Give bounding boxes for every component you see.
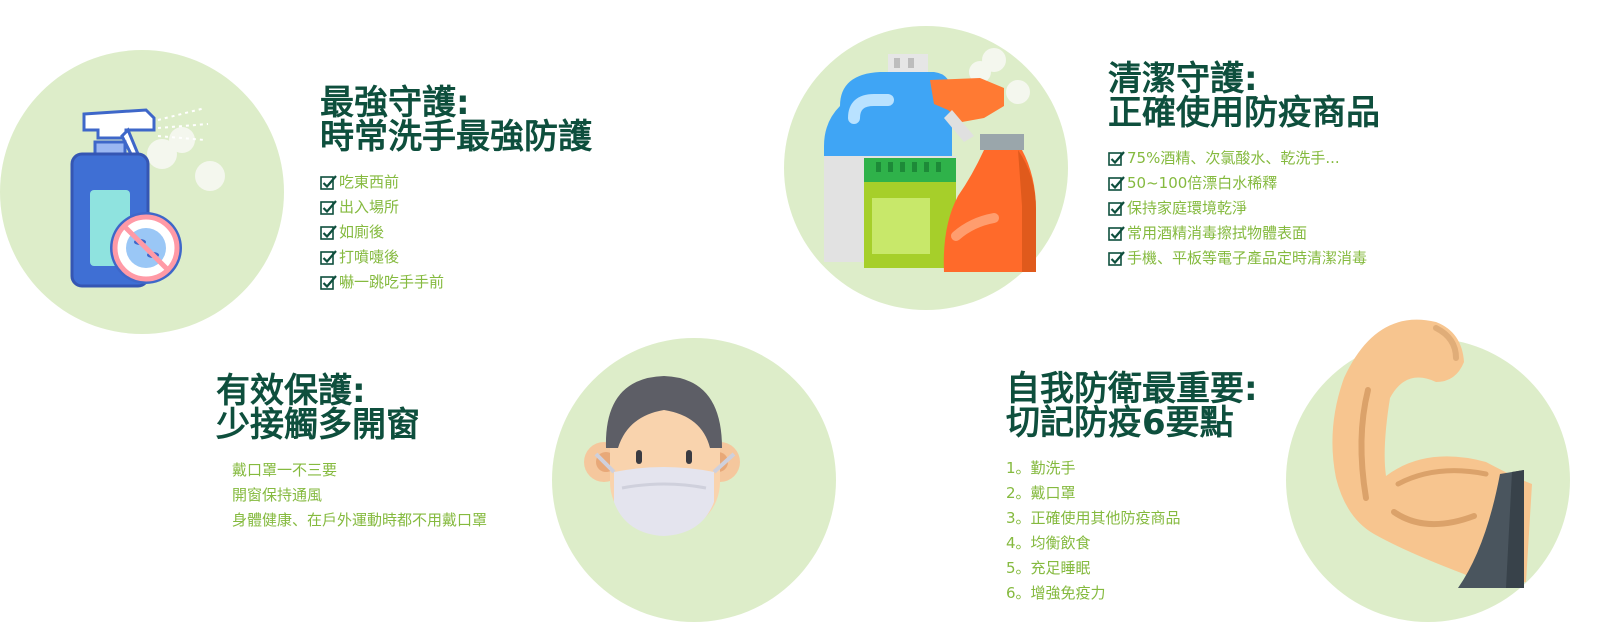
flexed-arm-icon (1332, 319, 1532, 588)
list-item: 4。均衡飲食 (1006, 534, 1091, 552)
list-item: 身體健康、在戶外運動時都不用戴口罩 (232, 511, 488, 529)
list-item-label: 常用酒精消毒擦拭物體表面 (1127, 224, 1308, 242)
checkbox-check-icon (1108, 175, 1125, 192)
cleaning-title-line1: 清潔守護: (1108, 59, 1258, 99)
list-item: 75%酒精、次氯酸水、乾洗手... (1108, 146, 1380, 171)
list-item-label: 嚇一跳吃手手前 (339, 273, 445, 291)
cleaning-title: 清潔守護: 正確使用防疫商品 (1108, 62, 1380, 130)
list-item-label: 保持家庭環境乾淨 (1127, 199, 1248, 217)
checkbox-check-icon (320, 174, 337, 191)
cleaning-products-circle (784, 26, 1068, 310)
list-item-label: 如廁後 (339, 223, 385, 241)
spray-bottle-icon (70, 107, 225, 288)
checkbox-check-icon (1108, 150, 1125, 167)
cleaning-title-line2: 正確使用防疫商品 (1108, 93, 1380, 133)
list-item-label: 吃東西前 (339, 173, 400, 191)
mask-title: 有效保護: 少接觸多開窗 (216, 374, 487, 442)
list-item-label: 75%酒精、次氯酸水、乾洗手... (1127, 149, 1340, 167)
handwash-section: 最強守護: 時常洗手最強防護 吃東西前 出入場所 如廁後 打噴嚏後 嚇一跳吃手手… (320, 86, 592, 295)
face-mask-circle (552, 338, 836, 622)
spray-bottle-circle (0, 50, 284, 334)
handwash-title-line2: 時常洗手最強防護 (320, 117, 592, 157)
face-mask-icon (584, 376, 740, 536)
list-item: 如廁後 (320, 220, 592, 245)
list-item: 3。正確使用其他防疫商品 (1006, 509, 1181, 527)
cleaning-section: 清潔守護: 正確使用防疫商品 75%酒精、次氯酸水、乾洗手... 50~100倍… (1108, 62, 1380, 271)
handwash-list: 吃東西前 出入場所 如廁後 打噴嚏後 嚇一跳吃手手前 (320, 170, 592, 295)
list-item: 保持家庭環境乾淨 (1108, 196, 1380, 221)
handwash-title-line1: 最強守護: (320, 83, 470, 123)
checkbox-check-icon (1108, 225, 1125, 242)
selfdefense-title-line2: 切記防疫6要點 (1006, 403, 1234, 443)
cleaning-list: 75%酒精、次氯酸水、乾洗手... 50~100倍漂白水稀釋 保持家庭環境乾淨 … (1108, 146, 1380, 271)
checkbox-check-icon (1108, 200, 1125, 217)
checkbox-check-icon (320, 199, 337, 216)
list-item: 常用酒精消毒擦拭物體表面 (1108, 221, 1380, 246)
handwash-title: 最強守護: 時常洗手最強防護 (320, 86, 592, 154)
checkbox-check-icon (320, 249, 337, 266)
list-item-label: 50~100倍漂白水稀釋 (1127, 174, 1278, 192)
list-item: 50~100倍漂白水稀釋 (1108, 171, 1380, 196)
list-item: 5。充足睡眠 (1006, 559, 1091, 577)
list-item: 嚇一跳吃手手前 (320, 270, 592, 295)
list-item-label: 出入場所 (339, 198, 400, 216)
selfdefense-section: 自我防衛最重要: 切記防疫6要點 1。勤洗手 2。戴口罩 3。正確使用其他防疫商… (1006, 372, 1258, 606)
selfdefense-title: 自我防衛最重要: 切記防疫6要點 (1006, 372, 1258, 440)
mask-title-line1: 有效保護: (216, 371, 366, 411)
list-item-label: 手機、平板等電子產品定時清潔消毒 (1127, 249, 1368, 267)
selfdefense-title-line1: 自我防衛最重要: (1006, 369, 1258, 409)
list-item: 開窗保持通風 (232, 486, 323, 504)
list-item: 1。勤洗手 (1006, 459, 1076, 477)
list-item-label: 打噴嚏後 (339, 248, 400, 266)
checkbox-check-icon (320, 274, 337, 291)
list-item: 6。增強免疫力 (1006, 584, 1106, 602)
list-item: 2。戴口罩 (1006, 484, 1076, 502)
checkbox-check-icon (320, 224, 337, 241)
mask-title-line2: 少接觸多開窗 (216, 405, 420, 445)
checkbox-check-icon (1108, 250, 1125, 267)
list-item: 出入場所 (320, 195, 592, 220)
selfdefense-list: 1。勤洗手 2。戴口罩 3。正確使用其他防疫商品 4。均衡飲食 5。充足睡眠 6… (1006, 456, 1258, 606)
mask-list: 戴口罩一不三要 開窗保持通風 身體健康、在戶外運動時都不用戴口罩 (216, 458, 487, 533)
list-item: 戴口罩一不三要 (232, 461, 338, 479)
list-item: 手機、平板等電子產品定時清潔消毒 (1108, 246, 1380, 271)
flexed-arm-circle (1286, 319, 1570, 622)
mask-section: 有效保護: 少接觸多開窗 戴口罩一不三要 開窗保持通風 身體健康、在戶外運動時都… (216, 374, 487, 533)
cleaning-products-icon (824, 48, 1036, 272)
list-item: 吃東西前 (320, 170, 592, 195)
list-item: 打噴嚏後 (320, 245, 592, 270)
